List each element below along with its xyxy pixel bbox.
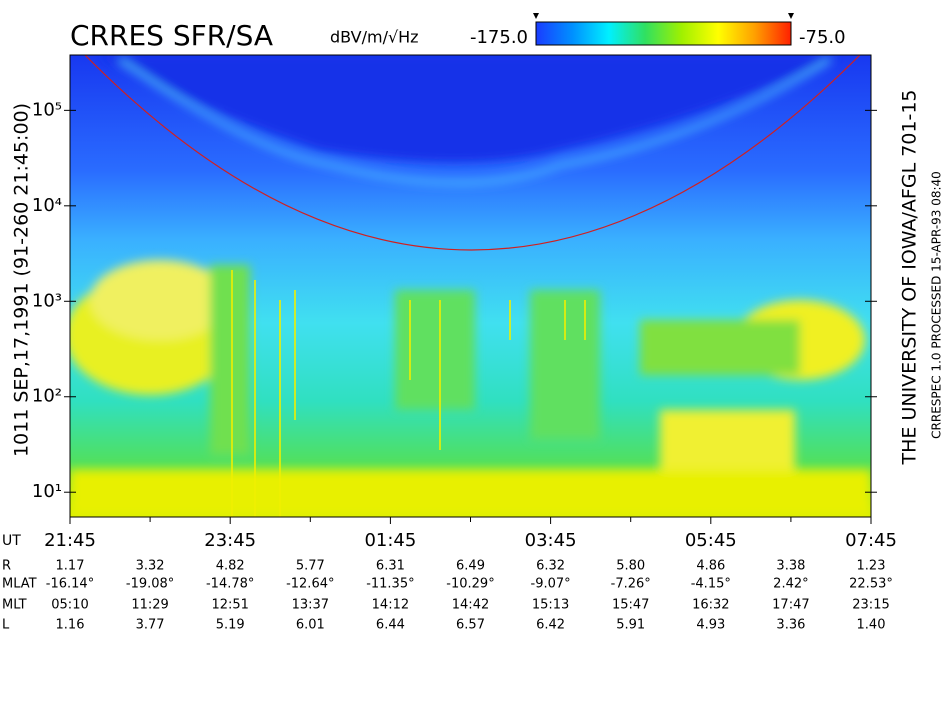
ephemeris-value: -16.14° (46, 577, 94, 592)
ephemeris-value: 15:13 (532, 598, 569, 613)
ephemeris-value: 05:10 (51, 598, 88, 613)
ephemeris-value: -11.35° (366, 577, 414, 592)
ephemeris-row-label: R (2, 559, 11, 574)
colorbar-tick-label: -175.0 (470, 27, 528, 48)
ephemeris-value: 6.31 (376, 559, 405, 574)
colorbar-tick (788, 13, 794, 19)
x-tick-label: 23:45 (204, 530, 256, 551)
x-tick-label: 01:45 (364, 530, 416, 551)
ephemeris-value: 5.19 (216, 618, 245, 633)
ephemeris-value: 6.44 (376, 618, 405, 633)
y-tick-label: 10³ (32, 290, 62, 311)
ephemeris-value: 4.93 (696, 618, 725, 633)
x-axis-label: UT (2, 533, 21, 549)
y-tick-label: 10² (32, 386, 62, 407)
ephemeris-value: 16:32 (692, 598, 729, 613)
y-tick-label: 10¹ (32, 481, 62, 502)
ephemeris-value: 22.53° (849, 577, 893, 592)
ephemeris-value: 14:42 (452, 598, 489, 613)
right-label: THE UNIVERSITY OF IOWA/AFGL 701-15 (899, 90, 921, 466)
ephemeris-value: -10.29° (446, 577, 494, 592)
ephemeris-value: 17:47 (772, 598, 809, 613)
ephemeris-value: 3.77 (136, 618, 165, 633)
colorbar-tick (533, 13, 539, 19)
ephemeris-value: 6.01 (296, 618, 325, 633)
ephemeris-row-label: L (2, 618, 10, 633)
ephemeris-value: -4.15° (691, 577, 731, 592)
ephemeris-value: -7.26° (611, 577, 651, 592)
ephemeris-row-label: MLT (2, 598, 27, 613)
ephemeris-value: 14:12 (372, 598, 409, 613)
y-tick-label: 10⁵ (32, 99, 62, 120)
ephemeris-value: 3.36 (776, 618, 805, 633)
chart-title: CRRES SFR/SA (70, 19, 273, 52)
ephemeris-value: 11:29 (131, 598, 168, 613)
ephemeris-value: 5.91 (616, 618, 645, 633)
colorbar (535, 21, 792, 46)
ephemeris-value: 1.17 (56, 559, 85, 574)
ephemeris-value: 5.77 (296, 559, 325, 574)
ephemeris-value: 13:37 (292, 598, 329, 613)
ephemeris-value: 3.38 (776, 559, 805, 574)
units: dBV/m/√Hz (330, 28, 419, 47)
x-tick-label: 05:45 (685, 530, 737, 551)
x-tick-label: 07:45 (845, 530, 897, 551)
spectrogram (70, 55, 871, 517)
ephemeris-value: -14.78° (206, 577, 254, 592)
ephemeris-row-label: MLAT (2, 577, 37, 592)
ephemeris-value: 4.86 (696, 559, 725, 574)
ephemeris-value: -12.64° (286, 577, 334, 592)
ephemeris-value: 4.82 (216, 559, 245, 574)
ephemeris-value: 12:51 (211, 598, 248, 613)
x-tick-label: 21:45 (44, 530, 96, 551)
ephemeris-value: 23:15 (852, 598, 889, 613)
ephemeris-value: 5.80 (616, 559, 645, 574)
ephemeris-value: 6.57 (456, 618, 485, 633)
ephemeris-value: 3.32 (136, 559, 165, 574)
left-label: 1011 SEP,17,1991 (91-260 21:45:00) (11, 103, 33, 457)
ephemeris-value: 1.40 (857, 618, 886, 633)
ephemeris-value: 6.32 (536, 559, 565, 574)
ephemeris-value: 2.42° (773, 577, 808, 592)
ephemeris-value: 1.23 (857, 559, 886, 574)
y-tick-label: 10⁴ (32, 195, 62, 216)
right-label: CRRESPEC 1.0 PROCESSED 15-APR-93 08:40 (930, 171, 944, 439)
ephemeris-value: 15:47 (612, 598, 649, 613)
colorbar-tick-label: -75.0 (799, 27, 846, 48)
ephemeris-value: -19.08° (126, 577, 174, 592)
ephemeris-value: -9.07° (531, 577, 571, 592)
ephemeris-value: 1.16 (56, 618, 85, 633)
ephemeris-value: 6.49 (456, 559, 485, 574)
ephemeris-value: 6.42 (536, 618, 565, 633)
x-tick-label: 03:45 (525, 530, 577, 551)
